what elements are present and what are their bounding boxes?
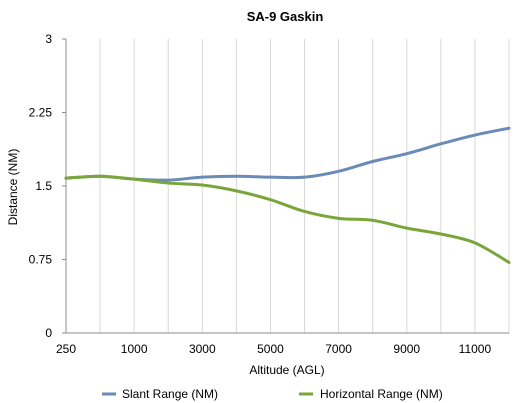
x-tick-label: 1000 (121, 342, 148, 356)
y-tick-label: 0 (45, 326, 52, 340)
y-tick-label: 3 (45, 32, 52, 46)
x-tick-label: 5000 (257, 342, 284, 356)
x-tick-label: 7000 (325, 342, 352, 356)
x-tick-label: 3000 (189, 342, 216, 356)
legend-label: Slant Range (NM) (122, 387, 218, 401)
y-axis-label: Distance (NM) (6, 149, 20, 226)
legend: Slant Range (NM) Horizontal Range (NM) (102, 387, 443, 401)
x-tick-label: 250 (56, 342, 76, 356)
y-tick-label: 2.25 (29, 106, 53, 120)
slant-range-line (64, 126, 511, 182)
gridlines (65, 39, 510, 333)
x-tick-labels: 250 1000 3000 5000 7000 9000 11000 (56, 342, 492, 356)
series-lines (64, 126, 511, 264)
legend-label: Horizontal Range (NM) (320, 387, 443, 401)
horizontal-range-line (64, 174, 511, 264)
y-tick-labels: 0 0.75 1.5 2.25 3 (29, 32, 66, 340)
axes (65, 39, 509, 334)
y-tick-label: 1.5 (35, 179, 52, 193)
y-tick-label: 0.75 (29, 253, 53, 267)
chart-title: SA-9 Gaskin (247, 9, 324, 24)
x-axis-label: Altitude (AGL) (249, 363, 324, 377)
x-tick-label: 11000 (459, 342, 492, 356)
x-tick-label: 9000 (393, 342, 420, 356)
